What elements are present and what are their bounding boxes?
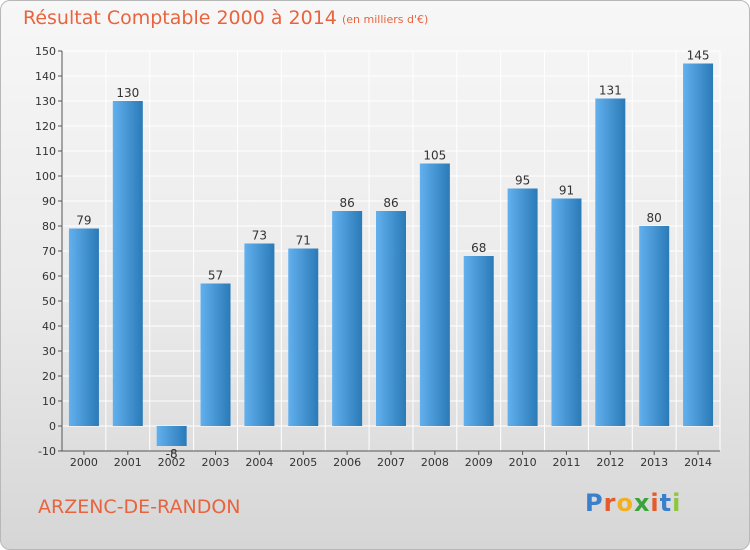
x-tick-label: 2005 [289, 456, 317, 469]
bar [112, 101, 143, 426]
y-tick-label: 120 [35, 120, 56, 133]
x-tick-label: 2013 [640, 456, 668, 469]
chart-title: Résultat Comptable 2000 à 2014 [23, 7, 337, 29]
data-label: 105 [423, 149, 446, 163]
x-tick-label: 2002 [158, 456, 186, 469]
data-label: 57 [208, 269, 223, 283]
y-tick-label: -10 [38, 445, 56, 458]
chart-subtitle: (en milliers d'€) [342, 13, 429, 26]
data-label: 86 [339, 196, 354, 210]
y-tick-label: 10 [42, 395, 56, 408]
y-tick-label: 150 [35, 45, 56, 58]
bar [68, 228, 99, 426]
bar [200, 283, 231, 426]
x-tick-label: 2011 [552, 456, 580, 469]
y-tick-label: 90 [42, 195, 56, 208]
y-tick-label: 50 [42, 295, 56, 308]
x-tick-label: 2001 [114, 456, 142, 469]
y-tick-label: 80 [42, 220, 56, 233]
y-tick-label: 0 [49, 420, 56, 433]
y-tick-label: 130 [35, 95, 56, 108]
bar [507, 188, 538, 426]
bar [463, 256, 494, 426]
x-tick-label: 2014 [684, 456, 712, 469]
logo-letter: o [616, 489, 634, 517]
bar [332, 211, 363, 426]
x-tick-label: 2006 [333, 456, 361, 469]
logo-letter: x [633, 489, 651, 517]
data-label: 80 [647, 211, 662, 225]
logo-letter: r [603, 489, 617, 517]
bar [419, 163, 450, 426]
x-tick-label: 2012 [596, 456, 624, 469]
data-label: 86 [383, 196, 398, 210]
bar [551, 198, 582, 426]
logo-letter: P [585, 489, 604, 517]
data-label: -8 [166, 447, 178, 461]
data-label: 95 [515, 174, 530, 188]
bar [595, 98, 626, 426]
bar [156, 426, 187, 446]
logo-letter: i [650, 489, 660, 517]
y-tick-label: 30 [42, 345, 56, 358]
y-tick-label: 110 [35, 145, 56, 158]
data-label: 145 [687, 49, 710, 63]
y-tick-label: 70 [42, 245, 56, 258]
proxiti-logo: Proxiti [585, 489, 681, 517]
bar [639, 226, 670, 426]
logo-letter: t [659, 489, 673, 517]
data-label: 71 [296, 234, 311, 248]
data-label: 131 [599, 84, 622, 98]
x-tick-label: 2008 [421, 456, 449, 469]
x-tick-label: 2007 [377, 456, 405, 469]
y-tick-label: 40 [42, 320, 56, 333]
y-tick-label: 20 [42, 370, 56, 383]
data-label: 79 [76, 214, 91, 228]
x-tick-label: 2004 [245, 456, 273, 469]
bar [683, 63, 714, 426]
data-label: 91 [559, 184, 574, 198]
x-tick-label: 2003 [202, 456, 230, 469]
data-label: 68 [471, 241, 486, 255]
x-tick-label: 2009 [465, 456, 493, 469]
y-tick-label: 140 [35, 70, 56, 83]
y-tick-label: 100 [35, 170, 56, 183]
y-tick-label: 60 [42, 270, 56, 283]
logo-letter: i [672, 489, 682, 517]
data-label: 73 [252, 229, 267, 243]
x-tick-label: 2000 [70, 456, 98, 469]
bar [288, 248, 319, 426]
commune-name: ARZENC-DE-RANDON [38, 496, 241, 518]
x-tick-label: 2010 [509, 456, 537, 469]
bar [244, 243, 275, 426]
bar [376, 211, 406, 426]
data-label: 130 [116, 86, 139, 100]
